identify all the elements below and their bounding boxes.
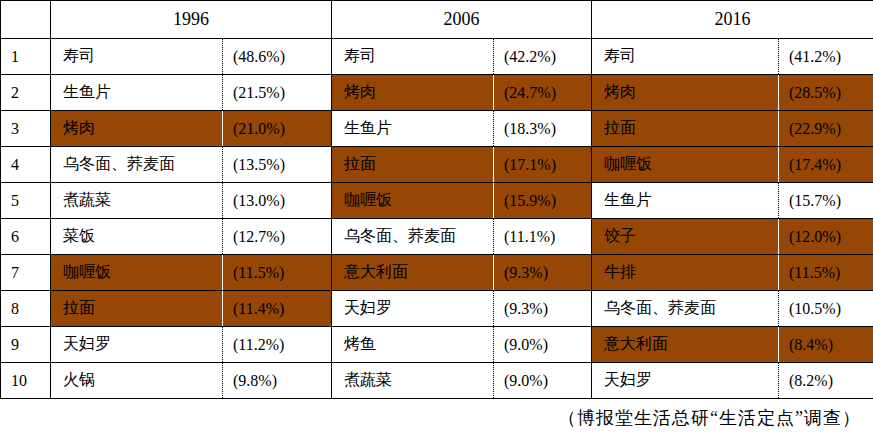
share-cell: (28.5%) (779, 75, 873, 111)
food-name-cell: 拉面 (51, 291, 223, 327)
food-name-cell: 菜饭 (51, 219, 223, 255)
food-name-cell: 饺子 (592, 219, 779, 255)
rank-cell: 2 (1, 75, 51, 111)
food-name-cell: 牛排 (592, 255, 779, 291)
food-name-cell: 生鱼片 (51, 75, 223, 111)
rank-cell: 8 (1, 291, 51, 327)
food-name-cell: 烤肉 (592, 75, 779, 111)
food-name-cell: 意大利面 (332, 255, 494, 291)
share-cell: (12.7%) (223, 219, 332, 255)
corner-cell (1, 1, 51, 39)
share-cell: (11.4%) (223, 291, 332, 327)
share-cell: (17.4%) (779, 147, 873, 183)
food-name-cell: 咖喱饭 (332, 183, 494, 219)
food-name-cell: 咖喱饭 (51, 255, 223, 291)
food-name-cell: 煮蔬菜 (51, 183, 223, 219)
table-row: 8拉面(11.4%)天妇罗(9.3%)乌冬面、荞麦面(10.5%) (1, 291, 873, 327)
share-cell: (21.0%) (223, 111, 332, 147)
rank-cell: 6 (1, 219, 51, 255)
share-cell: (11.5%) (223, 255, 332, 291)
share-cell: (11.2%) (223, 327, 332, 363)
food-name-cell: 寿司 (592, 39, 779, 75)
rank-cell: 3 (1, 111, 51, 147)
food-name-cell: 意大利面 (592, 327, 779, 363)
share-cell: (41.2%) (779, 39, 873, 75)
food-name-cell: 煮蔬菜 (332, 363, 494, 399)
share-cell: (8.4%) (779, 327, 873, 363)
table-row: 5煮蔬菜(13.0%)咖喱饭(15.9%)生鱼片(15.7%) (1, 183, 873, 219)
share-cell: (48.6%) (223, 39, 332, 75)
food-name-cell: 寿司 (332, 39, 494, 75)
food-name-cell: 火锅 (51, 363, 223, 399)
table-row: 7咖喱饭(11.5%)意大利面(9.3%)牛排(11.5%) (1, 255, 873, 291)
rank-cell: 10 (1, 363, 51, 399)
share-cell: (17.1%) (494, 147, 592, 183)
food-name-cell: 生鱼片 (592, 183, 779, 219)
share-cell: (11.1%) (494, 219, 592, 255)
table-row: 6菜饭(12.7%)乌冬面、荞麦面(11.1%)饺子(12.0%) (1, 219, 873, 255)
share-cell: (21.5%) (223, 75, 332, 111)
table-row: 9天妇罗(11.2%)烤鱼(9.0%)意大利面(8.4%) (1, 327, 873, 363)
header-row: 1996 2006 2016 (1, 1, 873, 39)
food-name-cell: 乌冬面、荞麦面 (332, 219, 494, 255)
table-row: 3烤肉(21.0%)生鱼片(18.3%)拉面(22.9%) (1, 111, 873, 147)
table-row: 1寿司(48.6%)寿司(42.2%)寿司(41.2%) (1, 39, 873, 75)
share-cell: (11.5%) (779, 255, 873, 291)
food-name-cell: 烤肉 (51, 111, 223, 147)
rank-cell: 9 (1, 327, 51, 363)
food-name-cell: 生鱼片 (332, 111, 494, 147)
share-cell: (13.0%) (223, 183, 332, 219)
rank-cell: 5 (1, 183, 51, 219)
share-cell: (15.9%) (494, 183, 592, 219)
share-cell: (9.3%) (494, 291, 592, 327)
food-name-cell: 烤鱼 (332, 327, 494, 363)
table-row: 10火锅(9.8%)煮蔬菜(9.0%)天妇罗(8.2%) (1, 363, 873, 399)
share-cell: (9.0%) (494, 363, 592, 399)
share-cell: (24.7%) (494, 75, 592, 111)
share-cell: (9.8%) (223, 363, 332, 399)
share-cell: (8.2%) (779, 363, 873, 399)
share-cell: (18.3%) (494, 111, 592, 147)
source-note: （博报堂生活总研“生活定点”调查） (0, 399, 873, 430)
share-cell: (15.7%) (779, 183, 873, 219)
table-row: 2生鱼片(21.5%)烤肉(24.7%)烤肉(28.5%) (1, 75, 873, 111)
table-row: 4乌冬面、荞麦面(13.5%)拉面(17.1%)咖喱饭(17.4%) (1, 147, 873, 183)
rank-cell: 7 (1, 255, 51, 291)
food-name-cell: 乌冬面、荞麦面 (51, 147, 223, 183)
rank-cell: 1 (1, 39, 51, 75)
rank-cell: 4 (1, 147, 51, 183)
food-name-cell: 寿司 (51, 39, 223, 75)
year-header-1996: 1996 (51, 1, 332, 39)
food-name-cell: 拉面 (332, 147, 494, 183)
food-name-cell: 拉面 (592, 111, 779, 147)
share-cell: (12.0%) (779, 219, 873, 255)
share-cell: (9.3%) (494, 255, 592, 291)
share-cell: (22.9%) (779, 111, 873, 147)
food-ranking-table: 1996 2006 2016 1寿司(48.6%)寿司(42.2%)寿司(41.… (0, 0, 873, 399)
food-name-cell: 天妇罗 (51, 327, 223, 363)
food-name-cell: 天妇罗 (332, 291, 494, 327)
share-cell: (10.5%) (779, 291, 873, 327)
year-header-2016: 2016 (592, 1, 873, 39)
food-name-cell: 烤肉 (332, 75, 494, 111)
share-cell: (9.0%) (494, 327, 592, 363)
year-header-2006: 2006 (332, 1, 592, 39)
food-name-cell: 咖喱饭 (592, 147, 779, 183)
share-cell: (13.5%) (223, 147, 332, 183)
food-name-cell: 天妇罗 (592, 363, 779, 399)
food-name-cell: 乌冬面、荞麦面 (592, 291, 779, 327)
share-cell: (42.2%) (494, 39, 592, 75)
